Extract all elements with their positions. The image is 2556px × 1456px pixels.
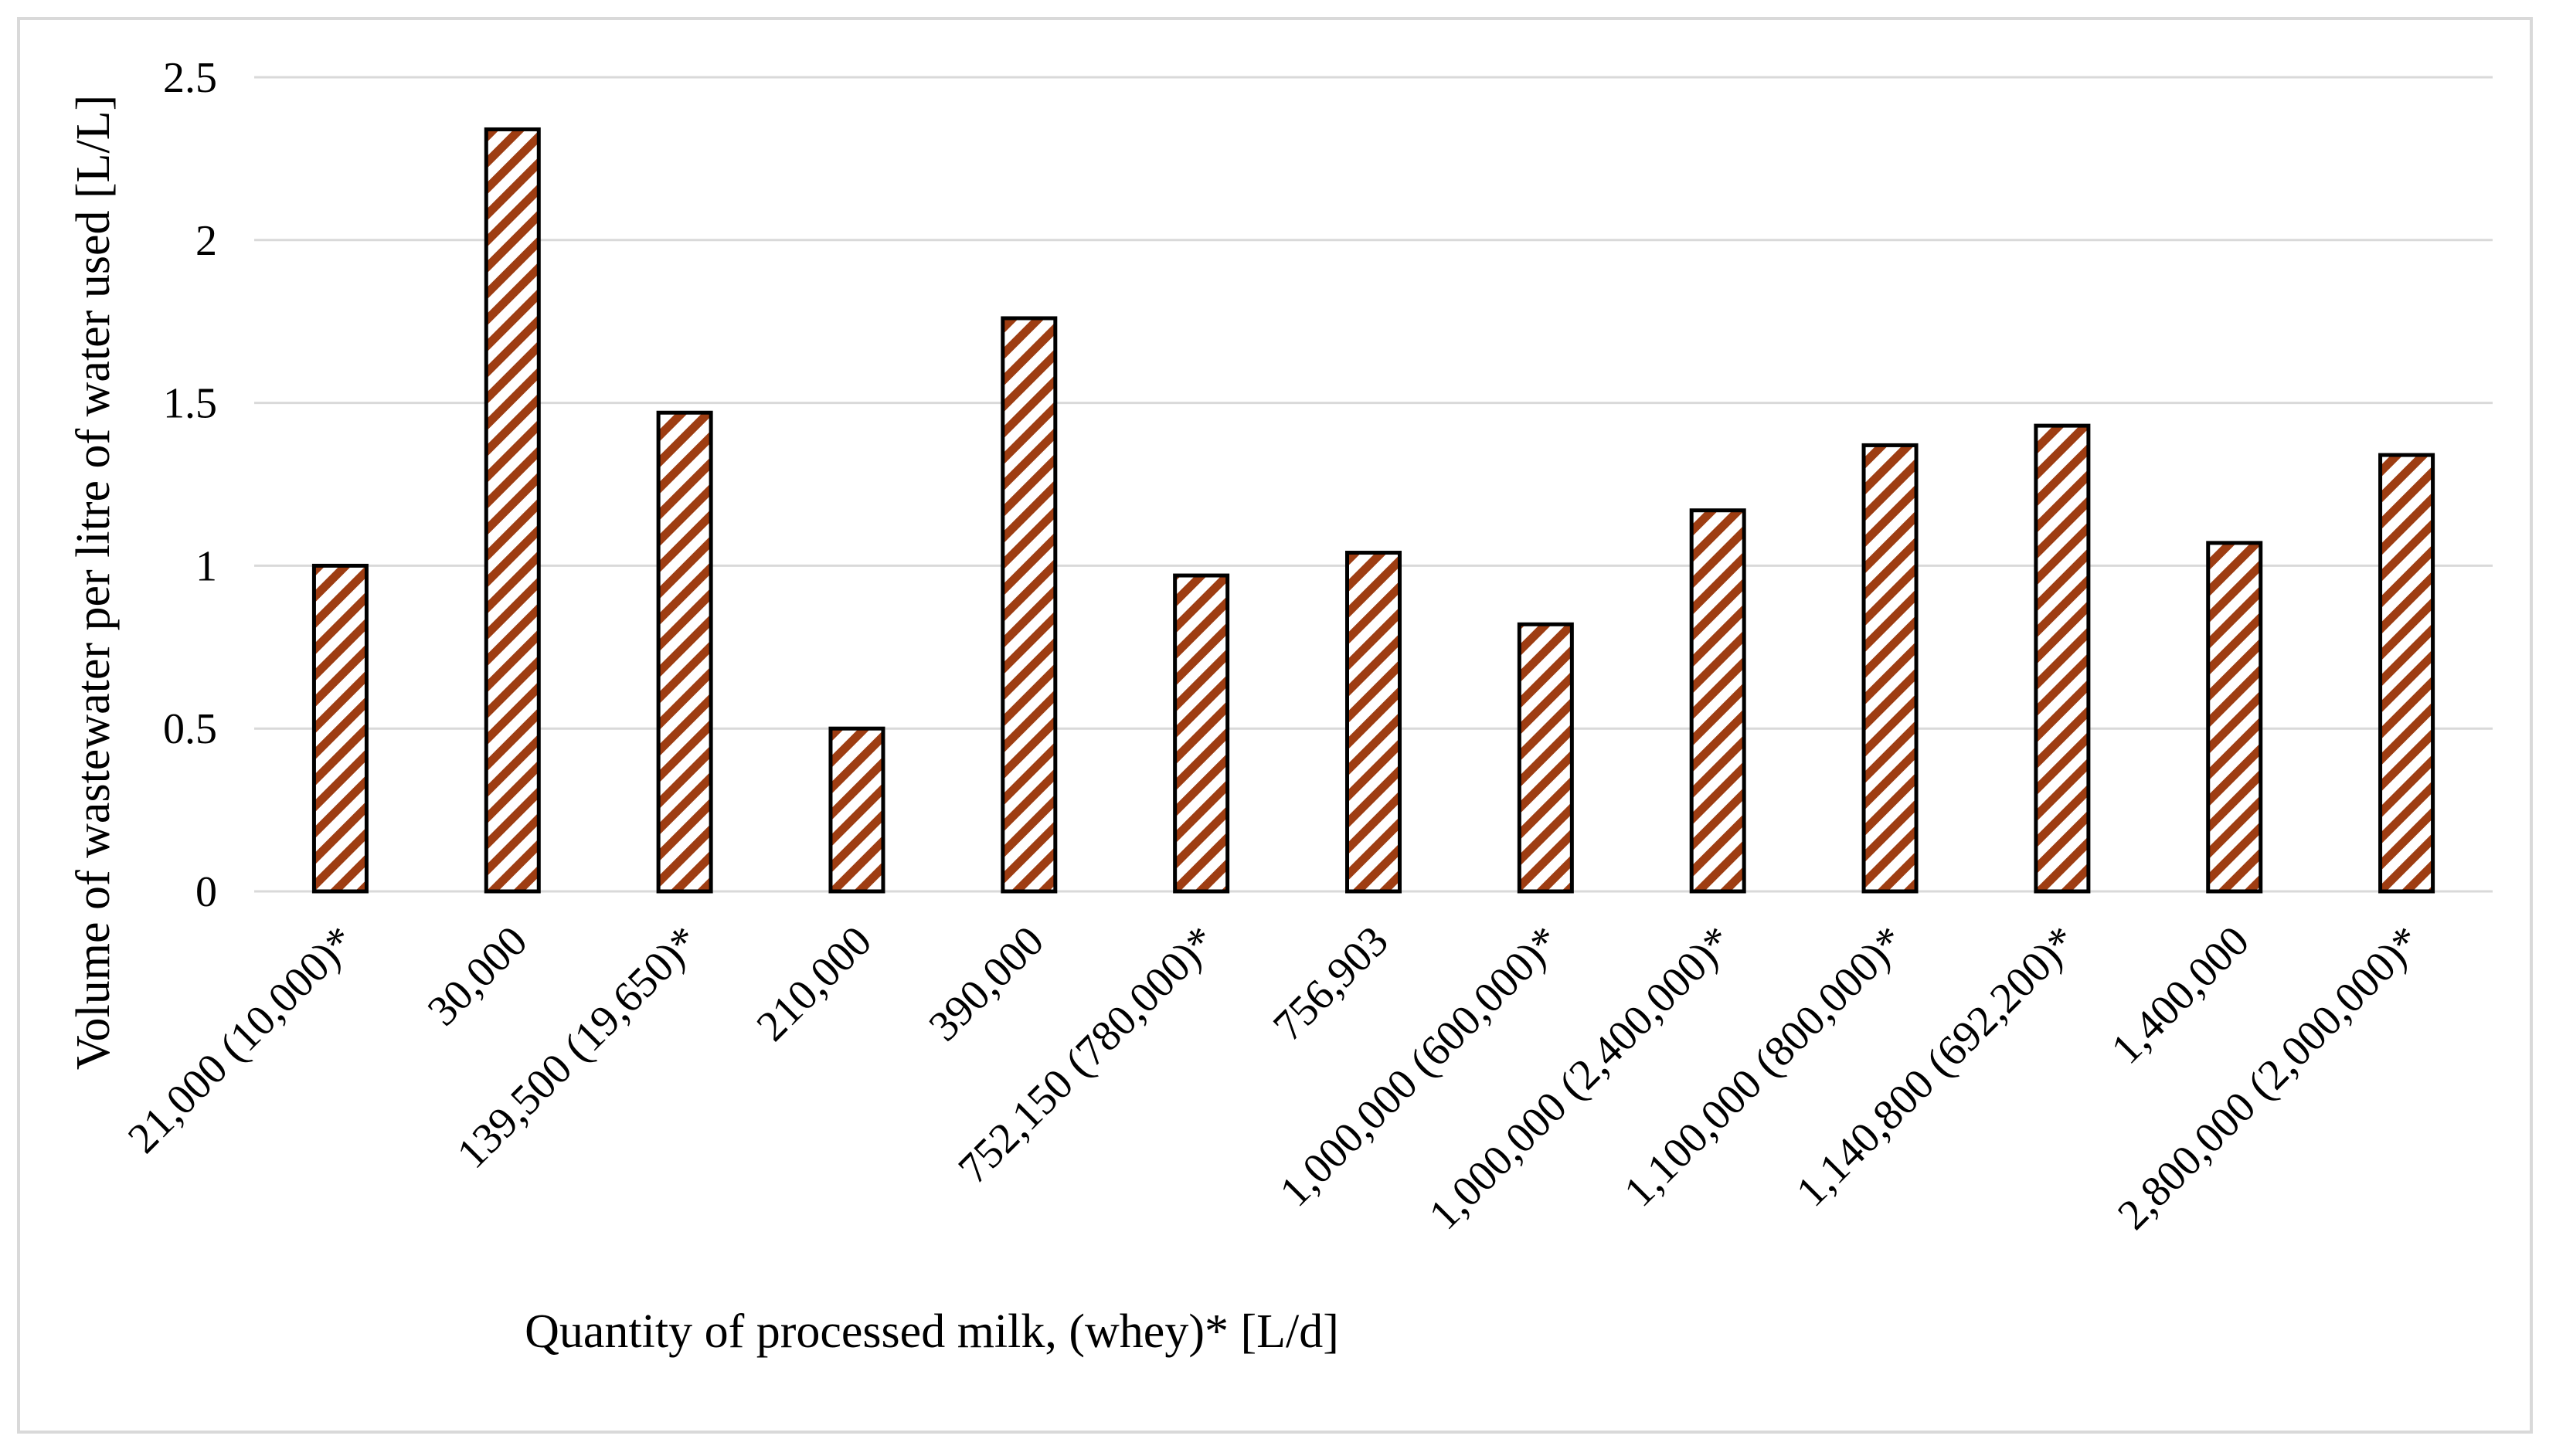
bar bbox=[2034, 423, 2091, 894]
bar bbox=[1001, 316, 1058, 894]
x-tick-label: 30,000 bbox=[419, 917, 537, 1035]
x-tick-label: 390,000 bbox=[919, 917, 1053, 1050]
x-tick-label: 2,800,000 (2,000,000)* bbox=[2109, 917, 2431, 1239]
bar bbox=[1689, 508, 1746, 894]
bar bbox=[1861, 443, 1919, 894]
bar bbox=[2378, 453, 2435, 894]
y-tick-label: 0.5 bbox=[163, 705, 217, 753]
y-tick-label: 2.5 bbox=[163, 54, 217, 102]
bar bbox=[1173, 573, 1230, 894]
bar bbox=[311, 563, 369, 894]
bar bbox=[2206, 541, 2263, 894]
x-tick-label: 1,140,800 (692,200)* bbox=[1787, 917, 2086, 1216]
bar bbox=[1345, 551, 1402, 894]
y-tick-label: 0 bbox=[195, 868, 217, 916]
y-axis-ticks: 0 0.5 1 1.5 2 2.5 bbox=[163, 54, 217, 916]
y-tick-label: 1 bbox=[195, 542, 217, 590]
bar bbox=[484, 127, 541, 894]
bar bbox=[656, 410, 713, 894]
x-tick-label: 210,000 bbox=[748, 917, 882, 1050]
chart-frame: 0 0.5 1 1.5 2 2.5 21,000 (10,000)* 30,000 139,5… bbox=[17, 17, 2533, 1434]
y-tick-label: 1.5 bbox=[163, 380, 217, 428]
x-axis-title: Quantity of processed milk, (whey)* [L/d… bbox=[525, 1305, 1339, 1358]
x-tick-label: 21,000 (10,000)* bbox=[119, 917, 365, 1162]
y-tick-label: 2 bbox=[195, 217, 217, 265]
x-tick-label: 1,100,000 (800,000)* bbox=[1615, 917, 1914, 1216]
bar bbox=[828, 726, 885, 894]
x-tick-label: 1,000,000 (600,000)* bbox=[1271, 917, 1570, 1216]
x-tick-label: 1,400,000 bbox=[2102, 917, 2259, 1073]
bar bbox=[1517, 622, 1574, 894]
x-tick-label: 756,903 bbox=[1264, 917, 1398, 1050]
bar-chart: 00.511.522.5 21,000 (10,000)* 30,000139,5… bbox=[67, 54, 2493, 1358]
x-tick-label: 1,000,000 (2,400,000)* bbox=[1420, 917, 1742, 1239]
bars bbox=[311, 127, 2435, 894]
y-axis-title: Volume of wastewater per litre of water … bbox=[67, 95, 120, 1071]
